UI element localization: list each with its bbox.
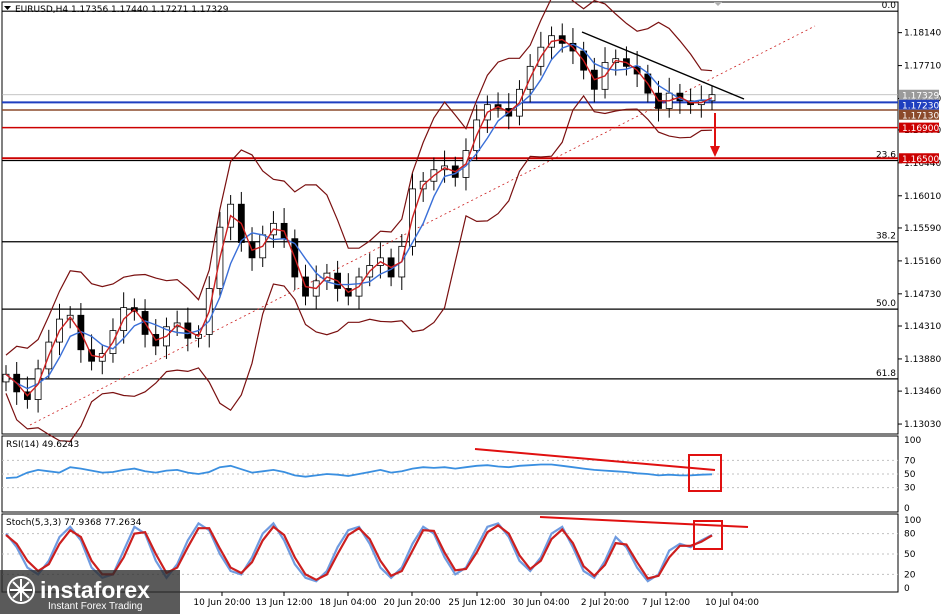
stoch-axis: 100 80 50 20 0 [2,516,921,594]
stoch-tick-0: 100 [904,516,921,526]
stoch-panel-frame [1,513,899,593]
rsi-label: RSI(14) 49.6243 [6,440,79,450]
stoch-tick-4: 0 [904,584,910,594]
price-tag-2: 1.17130 [902,111,939,121]
rsi-series [5,463,713,479]
price-tick-label-11: 1.13460 [904,387,941,397]
rsi-line [5,463,713,479]
fibo-label-0: 0.0 [882,1,897,11]
rsi-tick-2: 50 [904,470,916,480]
price-tick-label-9: 1.14310 [904,322,941,332]
price-tick-label-1: 1.17710 [904,62,941,72]
instaforex-watermark: instaforex Instant Forex Trading [0,570,180,614]
stoch-lines [5,521,713,583]
down-arrow-annotation [710,113,720,157]
time-label-3: 20 Jun 20:00 [383,598,440,608]
price-level-lines [2,94,898,160]
stoch-label: Stoch(5,3,3) 77.9368 77.2634 [6,518,142,528]
price-tick-label-0: 1.18140 [904,29,941,39]
price-tag-bg-4 [899,153,939,164]
price-tick-label-12: 1.13030 [904,420,941,430]
rsi-divergence-line [474,448,716,471]
rsi-tick-3: 30 [904,484,916,494]
price-tick-label-5: 1.16010 [904,192,941,202]
price-tick-label-8: 1.14730 [904,290,941,300]
stoch-divergence-line [539,516,749,528]
ma-fast-line [5,38,713,397]
price-tag-bg-2 [899,109,939,120]
rsi-tick-4: 0 [904,504,910,514]
symbol-dropdown-icon[interactable] [4,6,11,10]
time-label-5: 30 Jun 04:00 [512,598,569,608]
stoch-tick-2: 50 [904,550,916,560]
descending-trendline [581,31,745,100]
stoch-series-1 [5,524,713,582]
time-axis: 10 Jun 20:00 13 Jun 12:00 18 Jun 04:00 20 J… [193,592,759,608]
time-label-7: 7 Jul 12:00 [642,598,691,608]
chart-header: EURUSD,H4 1.17356 1.17440 1.17271 1.1732… [4,2,722,15]
price-tag-bg-3 [899,122,939,133]
rsi-tick-1: 70 [904,456,916,466]
fibo-label-3: 50.0 [876,299,896,309]
instaforex-logo-icon [7,576,35,604]
price-tag-bg-1 [899,99,939,110]
time-label-2: 18 Jun 04:00 [319,598,376,608]
stoch-tick-3: 20 [904,570,916,580]
moving-averages [5,38,713,397]
stoch-series-0 [5,521,713,583]
price-tag-1: 1.17230 [902,101,939,111]
time-label-4: 25 Jun 12:00 [448,598,505,608]
price-tick-label-4: 1.16440 [904,159,941,169]
fibo-label-2: 38.2 [876,232,896,242]
ma-slow-line [5,43,713,390]
fibo-label-4: 61.8 [876,369,896,379]
price-tick-label-6: 1.15590 [904,224,941,234]
time-label-8: 10 Jul 04:00 [705,598,759,608]
rsi-tick-0: 100 [904,436,921,446]
candle-body [2,373,10,383]
stoch-tick-1: 80 [904,530,916,540]
price-tag-0: 1.17329 [902,91,939,101]
price-tag-bg-0 [899,89,939,100]
bollinger-upper [5,0,713,356]
bollinger-bands [5,0,713,443]
price-tag-3: 1.16900 [902,124,939,134]
price-tick-label-10: 1.13880 [904,355,941,365]
bollinger-lower [5,94,713,443]
stoch-highlight-box [693,520,723,550]
fibo-label-1: 23.6 [876,151,896,161]
main-panel-frame [1,1,899,435]
time-label-0: 10 Jun 20:00 [193,598,250,608]
scroll-chevron-icon[interactable] [714,2,722,6]
watermark-tagline: Instant Forex Trading [48,601,143,612]
chart-title: EURUSD,H4 1.17356 1.17440 1.17271 1.1732… [15,5,229,15]
time-label-6: 2 Jul 20:00 [581,598,630,608]
fibonacci-levels: 0.0 23.6 38.2 50.0 61.8 [2,1,898,380]
time-label-1: 13 Jun 12:00 [255,598,312,608]
watermark-brand: instaforex [40,577,150,603]
rsi-axis: 100 70 50 30 0 [2,436,921,514]
price-tick-label-7: 1.15160 [904,257,941,267]
rsi-highlight-box [688,454,722,492]
price-tag-4: 1.16500 [902,155,939,165]
